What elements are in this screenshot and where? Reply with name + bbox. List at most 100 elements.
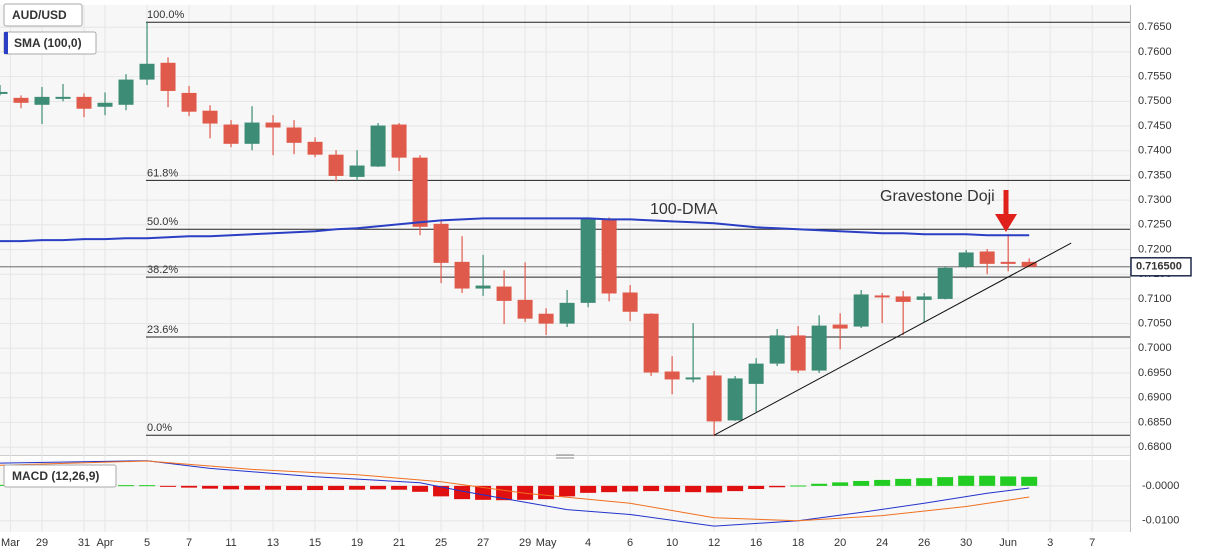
x-tick-label: 3: [1047, 537, 1053, 549]
candle-body: [391, 124, 407, 158]
legend-box[interactable]: [3, 464, 117, 488]
candle-body: [622, 292, 638, 312]
candle-body: [454, 261, 470, 289]
macd-line: [0, 460, 1030, 527]
histogram-bar: [853, 480, 870, 486]
x-tick-label: Apr: [96, 537, 113, 549]
candle-body: [139, 63, 155, 80]
x-tick-label: 24: [876, 537, 888, 549]
x-tick-label: Mar: [1, 537, 20, 549]
candle-body: [349, 165, 365, 177]
histogram-bar: [223, 485, 240, 490]
candle-body: [580, 218, 596, 303]
histogram-bar: [181, 485, 198, 488]
x-tick-label: 21: [393, 537, 405, 549]
histogram-bar: [118, 485, 135, 487]
sma-line: [0, 217, 1030, 243]
fib-label: 0.0%: [147, 422, 172, 434]
candle-body: [895, 296, 911, 302]
x-tick-label: 7: [186, 537, 192, 549]
candle-body: [874, 295, 890, 298]
candle-body: [118, 79, 134, 105]
histogram-bar: [286, 485, 303, 491]
y-tick-label: -0.0000: [1142, 480, 1179, 492]
chart-title: AUD/USD: [12, 8, 67, 22]
x-tick-label: 6: [627, 537, 633, 549]
candle-body: [832, 324, 848, 329]
histogram-bar: [433, 485, 450, 497]
candle-body: [265, 122, 281, 128]
x-tick-label: 20: [834, 537, 846, 549]
candle-body: [937, 267, 953, 299]
price-tag-label: 0.716500: [1136, 261, 1182, 273]
main-panel: [0, 5, 1130, 455]
candle-body: [517, 299, 533, 319]
candle-body: [685, 377, 701, 380]
y-tick-label: 0.7200: [1138, 243, 1172, 255]
candle-body: [1021, 261, 1037, 267]
histogram-bar: [832, 482, 849, 486]
legend-box[interactable]: [3, 3, 83, 27]
x-tick-label: 7: [1089, 537, 1095, 549]
candle-body: [601, 218, 617, 294]
candle-body: [202, 110, 218, 124]
histogram-bar: [391, 485, 408, 490]
x-tick-label: 19: [351, 537, 363, 549]
x-tick-label: 26: [918, 537, 930, 549]
fib-label: 61.8%: [147, 167, 178, 179]
histogram-bar: [685, 485, 702, 493]
histogram-bar: [706, 485, 723, 493]
candle-body: [412, 157, 428, 227]
candle-body: [916, 296, 932, 300]
macd-title: MACD (12,26,9): [12, 469, 99, 483]
histogram-bar: [202, 485, 219, 489]
x-tick-label: 4: [585, 537, 591, 549]
y-tick-label: 0.7100: [1138, 293, 1172, 305]
histogram-bar: [580, 485, 597, 493]
candle-body: [328, 154, 344, 176]
histogram-bar: [412, 485, 429, 492]
candle-body: [748, 363, 764, 384]
histogram-bar: [664, 485, 681, 492]
histogram-bar: [307, 485, 324, 491]
candle-body: [13, 97, 29, 103]
trend-line: [713, 242, 1072, 436]
y-tick-label: 0.6950: [1138, 367, 1172, 379]
candle-body: [769, 335, 785, 364]
x-tick-label: 12: [708, 537, 720, 549]
candle-body: [811, 325, 827, 371]
candle-body: [244, 122, 260, 144]
x-tick-label: Jun: [999, 537, 1017, 549]
histogram-bar: [265, 485, 282, 490]
histogram-bar: [790, 485, 807, 487]
y-tick-label: 0.7000: [1138, 342, 1172, 354]
histogram-bar: [874, 479, 891, 486]
candle-body: [538, 313, 554, 324]
x-tick-label: 5: [144, 537, 150, 549]
candle-body: [1000, 261, 1016, 264]
histogram-bar: [475, 485, 492, 500]
candle-body: [664, 371, 680, 380]
histogram-bar: [349, 485, 366, 490]
candle-body: [0, 91, 8, 94]
histogram-bar: [811, 483, 828, 486]
candle-body: [34, 96, 50, 105]
candle-body: [97, 102, 113, 107]
candle-body: [223, 124, 239, 144]
histogram-bar: [328, 485, 345, 491]
x-tick-label: 27: [477, 537, 489, 549]
histogram-bar: [160, 485, 177, 487]
candle-body: [370, 125, 386, 167]
histogram-bar: [916, 478, 933, 486]
histogram-bar: [958, 475, 975, 486]
candle-body: [727, 378, 743, 421]
histogram-bar: [559, 485, 576, 497]
histogram-bar: [1021, 476, 1038, 486]
candle-body: [790, 335, 806, 371]
candle-body: [559, 302, 575, 324]
candle-body: [76, 96, 92, 109]
plot-layer: 0.6800 0.6850 0.6900 0.6950 0.7000 0.7050 0.71…: [0, 5, 1192, 549]
histogram-bar: [769, 485, 786, 488]
histogram-bar: [454, 485, 471, 500]
